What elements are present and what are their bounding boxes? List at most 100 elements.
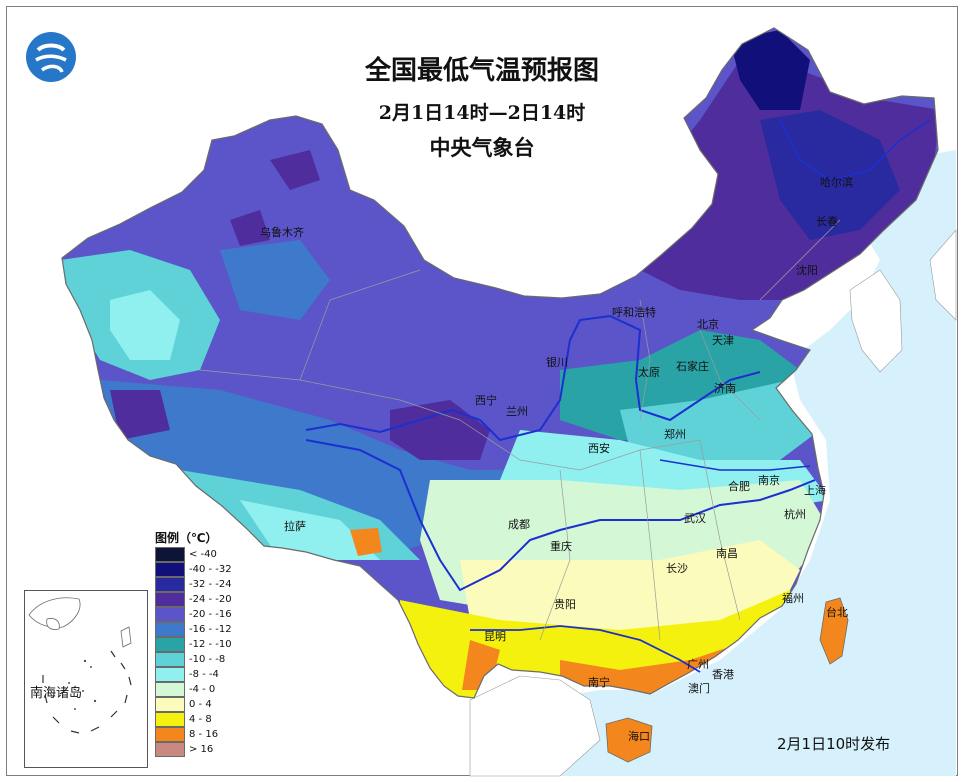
legend-swatch (155, 547, 185, 562)
legend-item: -8 - -4 (155, 667, 255, 682)
legend-item: -32 - -24 (155, 577, 255, 592)
huai-river (659, 459, 811, 471)
city-label-fuzhou: 福州 (782, 592, 804, 605)
legend-label: -16 - -12 (189, 624, 232, 635)
legend-label: -40 - -32 (189, 564, 232, 575)
legend-swatch (155, 637, 185, 652)
legend-label: -12 - -10 (189, 639, 232, 650)
legend-label: -20 - -16 (189, 609, 232, 620)
city-label-xining: 西宁 (475, 394, 497, 407)
legend-item: -40 - -32 (155, 562, 255, 577)
legend-label: -24 - -20 (189, 594, 232, 605)
city-label-xian: 西安 (588, 442, 610, 455)
city-label-taipei: 台北 (826, 606, 848, 619)
legend-label: -4 - 0 (189, 684, 216, 695)
city-label-lhasa: 拉萨 (284, 520, 306, 533)
cma-logo-icon (26, 32, 76, 82)
city-label-guiyang: 贵阳 (554, 598, 576, 611)
indochina-landmass (469, 675, 601, 777)
city-label-guangzhou: 广州 (687, 658, 709, 671)
japan-landmass (929, 229, 957, 321)
city-label-changsha: 长沙 (666, 562, 688, 575)
korea-landmass (849, 269, 903, 373)
city-label-beijing: 北京 (697, 318, 719, 331)
legend-swatch (155, 712, 185, 727)
city-label-yinchuan: 银川 (546, 356, 568, 369)
taiwan-island (819, 597, 849, 665)
hainan-island (605, 717, 653, 763)
city-label-macau: 澳门 (688, 682, 710, 695)
agency-name: 中央气象台 (429, 135, 535, 160)
legend-swatch (155, 652, 185, 667)
city-label-hefei: 合肥 (728, 480, 750, 493)
map-subtitle: 2月1日14时—2日14时 (378, 102, 586, 124)
city-label-urumqi: 乌鲁木齐 (260, 226, 304, 239)
city-label-wuhan: 武汉 (684, 512, 706, 525)
city-label-zhengzhou: 郑州 (664, 428, 686, 441)
city-label-harbin: 哈尔滨 (820, 176, 853, 189)
legend-label: 4 - 8 (189, 714, 212, 725)
city-label-chongqing: 重庆 (550, 540, 572, 553)
city-label-hohhot: 呼和浩特 (612, 306, 656, 319)
legend-swatch (155, 562, 185, 577)
issued-time: 2月1日10时发布 (777, 735, 891, 753)
city-label-jinan: 济南 (714, 382, 736, 395)
city-label-hongkong: 香港 (712, 668, 734, 681)
legend-label: -10 - -8 (189, 654, 226, 665)
songhua-river (779, 119, 931, 181)
legend-swatch (155, 592, 185, 607)
legend-label: 8 - 16 (189, 729, 219, 740)
city-label-chengdu: 成都 (508, 518, 530, 531)
city-label-tianjin: 天津 (712, 334, 734, 347)
legend-item: 0 - 4 (155, 697, 255, 712)
city-label-kunming: 昆明 (484, 630, 506, 643)
sea-area (540, 150, 956, 776)
yellow-river (305, 314, 761, 442)
legend-swatch (155, 697, 185, 712)
legend-swatch (155, 682, 185, 697)
legend-label: > 16 (189, 744, 214, 755)
legend-label: < -40 (189, 549, 217, 560)
inset-map (28, 597, 132, 734)
yangtze-river (305, 439, 816, 592)
legend-item: 4 - 8 (155, 712, 255, 727)
legend-label: -8 - -4 (189, 669, 219, 680)
city-label-lanzhou: 兰州 (506, 405, 528, 418)
legend-swatch (155, 727, 185, 742)
legend-item: -10 - -8 (155, 652, 255, 667)
legend-title: 图例（℃） (155, 531, 218, 545)
legend-item: -16 - -12 (155, 622, 255, 637)
legend-item: -20 - -16 (155, 607, 255, 622)
city-label-nanjing: 南京 (758, 474, 780, 487)
legend-swatch (155, 667, 185, 682)
legend-item: -4 - 0 (155, 682, 255, 697)
legend-item: < -40 (155, 547, 255, 562)
map-title: 全国最低气温预报图 (364, 56, 599, 86)
city-label-shenyang: 沈阳 (796, 264, 818, 277)
china-border (61, 27, 939, 699)
legend-item: -12 - -10 (155, 637, 255, 652)
city-label-nanning: 南宁 (588, 676, 610, 689)
city-label-hangzhou: 杭州 (784, 508, 806, 521)
legend-swatch (155, 622, 185, 637)
legend-swatch (155, 577, 185, 592)
south-china-sea-inset (24, 590, 148, 768)
legend-item: -24 - -20 (155, 592, 255, 607)
legend-item: 8 - 16 (155, 727, 255, 742)
inset-label: 南海诸岛 (30, 686, 83, 701)
city-label-taiyuan: 太原 (638, 366, 660, 379)
legend: 图例（℃） < -40 -40 - -32 -32 - -24 -24 - -20 -2… (155, 529, 255, 757)
city-label-shanghai: 上海 (804, 484, 826, 497)
city-label-shijiazhuang: 石家庄 (676, 360, 709, 373)
pearl-river (470, 625, 701, 673)
legend-swatch (155, 742, 185, 757)
city-label-haikou: 海口 (628, 730, 650, 743)
legend-item: > 16 (155, 742, 255, 757)
legend-label: 0 - 4 (189, 699, 212, 710)
legend-label: -32 - -24 (189, 579, 232, 590)
city-label-changchun: 长春 (816, 215, 838, 228)
province-boundaries (199, 219, 841, 641)
legend-swatch (155, 607, 185, 622)
city-label-nanchang: 南昌 (716, 547, 738, 560)
